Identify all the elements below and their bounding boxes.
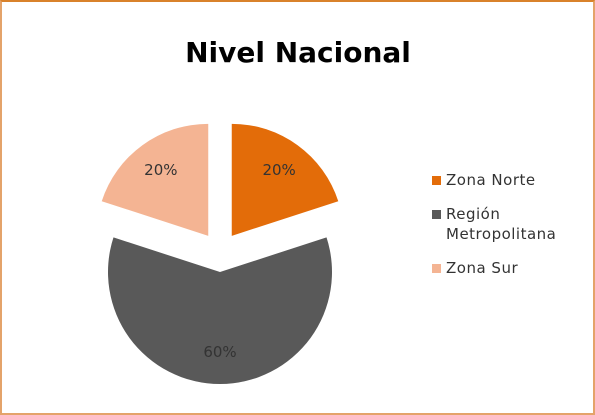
legend-swatch <box>432 176 441 185</box>
legend-swatch <box>432 210 441 219</box>
pie-slice <box>101 123 209 236</box>
slice-label: 20% <box>262 161 295 179</box>
pie-slice <box>108 237 332 384</box>
legend-label: Región Metropolitana <box>446 205 557 243</box>
legend-label: Zona Norte <box>446 171 536 189</box>
legend-entry: Zona Sur <box>432 258 582 278</box>
slice-label: 20% <box>144 161 177 179</box>
legend-swatch <box>432 264 441 273</box>
legend-entry: Región Metropolitana <box>432 204 582 244</box>
legend-label: Zona Sur <box>446 259 519 277</box>
legend-entry: Zona Norte <box>432 170 582 190</box>
legend: Zona Norte Región Metropolitana Zona Sur <box>432 170 582 292</box>
chart-title: Nivel Nacional <box>185 36 411 69</box>
pie-slice <box>231 123 339 236</box>
slice-label: 60% <box>203 343 236 361</box>
